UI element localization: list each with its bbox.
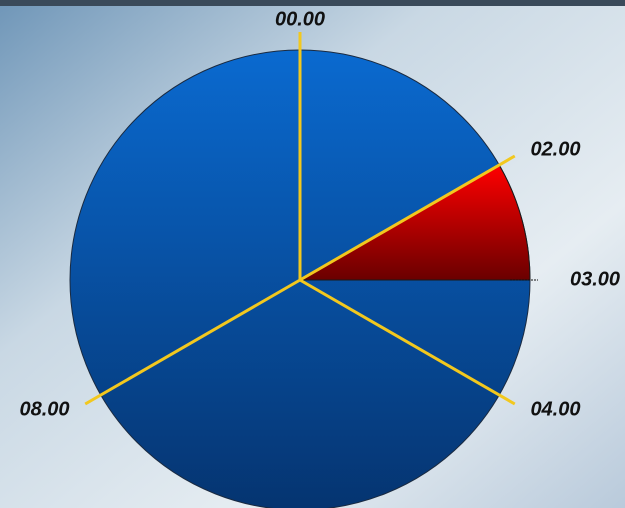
tick-label: 04.00 [530, 398, 580, 420]
tick-label: 08.00 [19, 398, 69, 420]
tick-label: 00.00 [275, 8, 325, 30]
hand [299, 278, 516, 406]
hand [299, 154, 516, 282]
hand [84, 278, 301, 406]
tick-label: 02.00 [530, 138, 580, 160]
tick-label: 03.00 [570, 268, 620, 290]
segment [298, 164, 531, 281]
top-strip [0, 0, 625, 6]
